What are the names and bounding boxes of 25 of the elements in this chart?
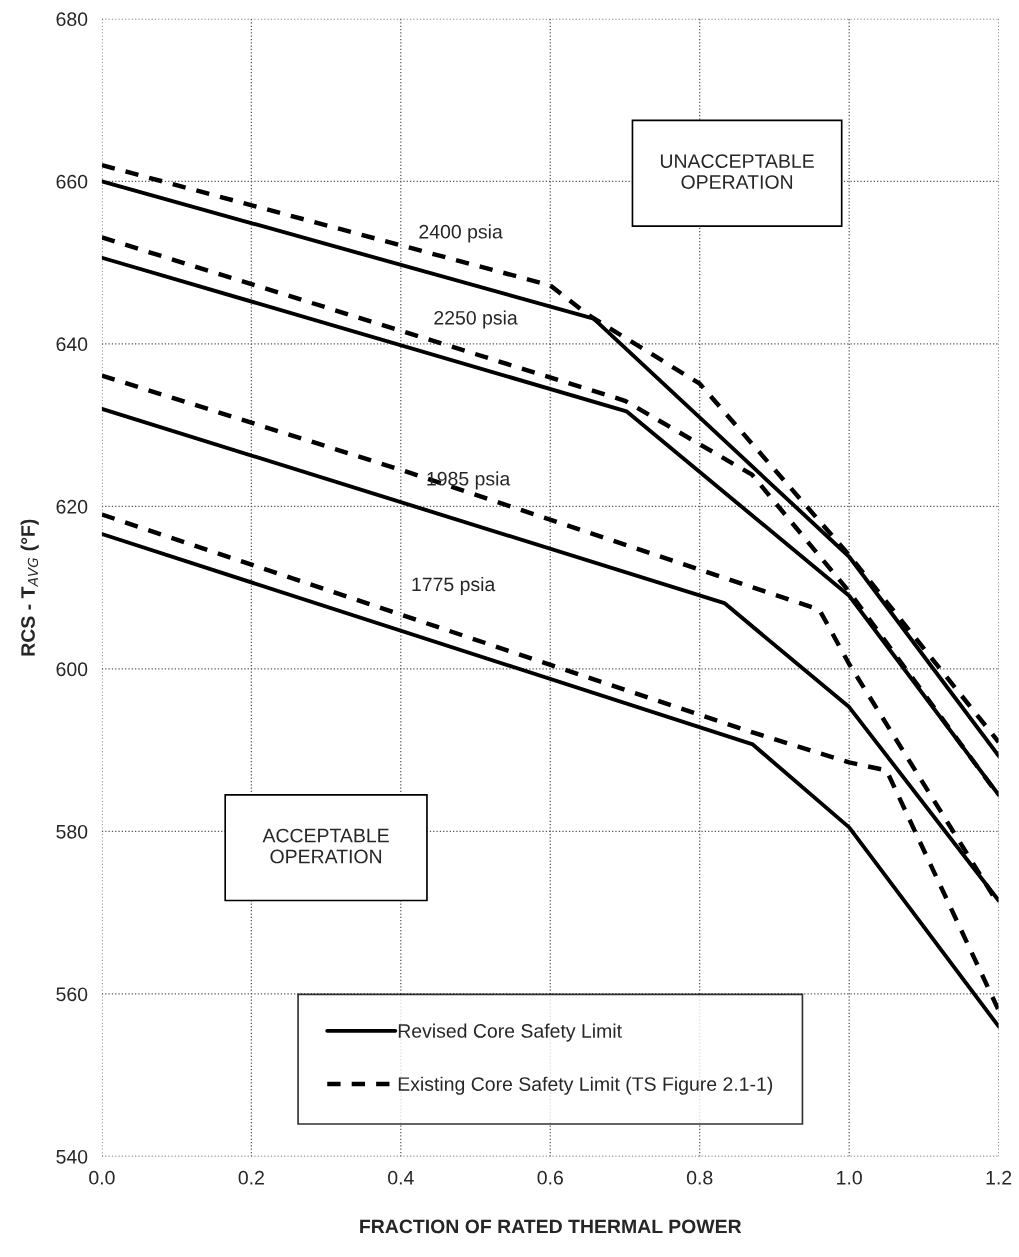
x-tick-label: 0.6 — [537, 1170, 563, 1185]
x-tick-label: 0.8 — [686, 1170, 713, 1185]
annotation: 2400 psia — [419, 224, 503, 243]
y-tick-label: 600 — [56, 662, 88, 677]
legend-label: Existing Core Safety Limit (TS Figure 2.1-1) — [398, 1076, 773, 1095]
x-tick-label: 1.0 — [837, 1170, 862, 1185]
x-tick-label: 0.0 — [89, 1170, 115, 1185]
annotation: 1985 psia — [427, 471, 511, 490]
y-tick-label: 640 — [56, 337, 88, 352]
x-axis-title: FRACTION OF RATED THERMAL POWER — [360, 1219, 742, 1234]
y-tick-label: 560 — [56, 987, 88, 1002]
y-tick-label: 580 — [56, 824, 88, 839]
y-tick-label: 680 — [56, 12, 88, 27]
y-tick-label: 660 — [56, 174, 88, 189]
x-tick-label: 0.2 — [238, 1170, 264, 1185]
y-tick-label: 620 — [56, 499, 88, 514]
annotation: 2250 psia — [434, 310, 518, 329]
annotation: ACCEPTABLE OPERATION — [262, 828, 389, 864]
annotation: UNACCEPTABLE OPERATION — [660, 154, 814, 189]
y-tick-label: 540 — [56, 1149, 88, 1164]
y-axis-title: RCS - T$_{AVG}$ (°F) — [20, 519, 39, 656]
legend-label: Revised Core Safety Limit — [398, 1023, 622, 1042]
x-tick-label: 0.4 — [388, 1170, 414, 1185]
annotation: 1775 psia — [412, 576, 496, 596]
x-tick-label: 1.2 — [986, 1170, 1012, 1185]
